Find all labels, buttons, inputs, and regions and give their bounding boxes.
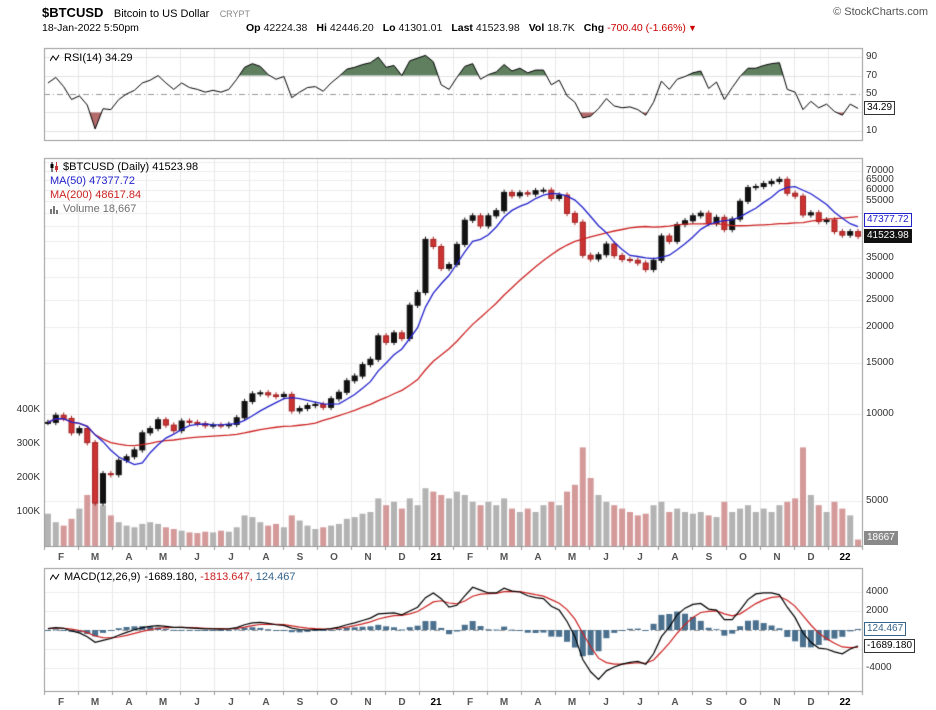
change-down-arrow-icon: ▼ [687,23,697,33]
ma50-legend: MA(50) 47377.72 [50,174,135,187]
quote-value-hi: 42446.20 [329,22,374,34]
quote-value-op: 42224.38 [263,22,308,34]
macd-legend-value: 124.467 [252,570,296,583]
chart-header: $BTCUSD Bitcoin to US Dollar CRYPT [42,4,250,22]
symbol-name: Bitcoin to US Dollar [113,8,210,20]
quote-value-lo: 41301.01 [398,22,443,34]
quote-line: Op 42224.38 Hi 42446.20 Lo 41301.01 Last 41523.… [237,22,697,34]
main-legend: $BTCUSD (Daily) 41523.98 MA(50) 47377.72… [50,160,198,216]
macd-icon [50,573,60,580]
volume-icon [50,205,58,214]
quote-label-chg: Chg [583,22,605,34]
rsi-legend-text: RSI(14) 34.29 [64,51,133,64]
quote-label-vol: Vol [528,22,545,34]
macd-legend-value: -1813.647, [197,570,253,583]
volume-legend: Volume 18,667 [63,202,137,215]
ma200-legend: MA(200) 48617.84 [50,188,142,201]
symbol: $BTCUSD [42,5,104,20]
rsi-legend: RSI(14) 34.29 [50,51,132,65]
macd-legend-values: -1689.180, -1813.647, 124.467 [144,571,295,584]
quote-value-last: 41523.98 [475,22,520,34]
quote-label-lo: Lo [382,22,396,34]
quote-label-last: Last [451,22,473,34]
quote-label-hi: Hi [316,22,327,34]
copyright: © StockCharts.com [833,6,928,18]
price-legend: $BTCUSD (Daily) 41523.98 [63,160,199,173]
datetime: 18-Jan-2022 5:50pm [42,22,139,34]
quote-label-op: Op [246,22,261,34]
quote-value-chg: -700.40 (-1.66%) [607,22,686,34]
candlestick-icon [50,162,58,172]
quote-value-vol: 18.7K [547,22,575,34]
macd-legend: MACD(12,26,9) -1689.180, -1813.647, 124.… [50,570,296,584]
exchange-tag: CRYPT [219,9,251,19]
rsi-icon [50,54,60,61]
macd-legend-value: -1689.180, [144,570,198,583]
macd-legend-label: MACD(12,26,9) [64,570,141,583]
